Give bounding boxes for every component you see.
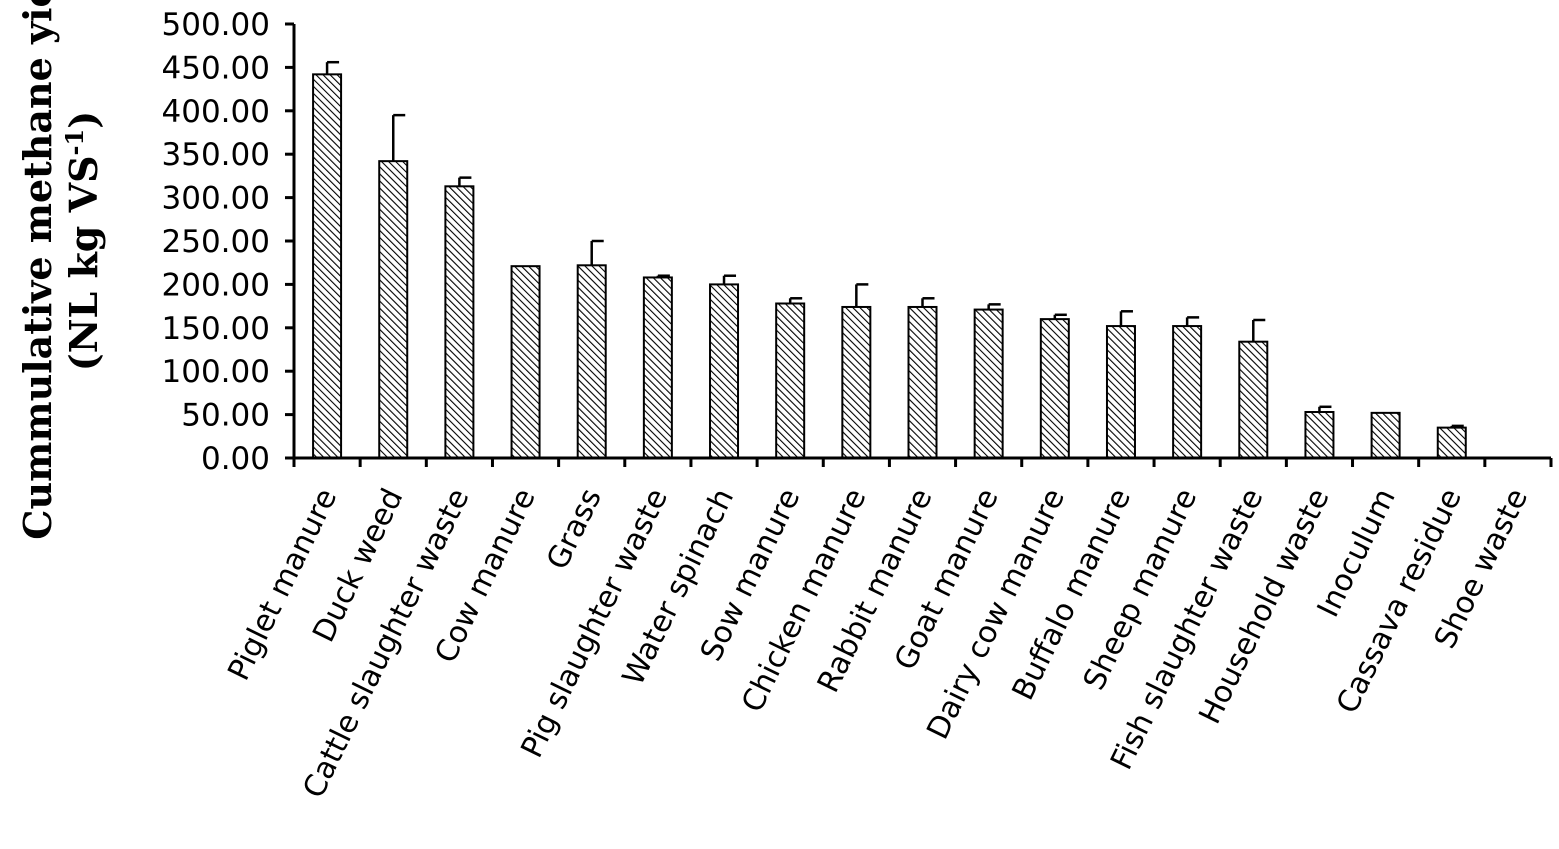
y-axis-ticks: 0.00 50.00 100.00 150.00 200.00 250.00 300.00 3… bbox=[162, 7, 294, 477]
y-tick-label: 50.00 bbox=[181, 398, 270, 434]
y-tick-label: 300.00 bbox=[162, 181, 270, 217]
bar bbox=[907, 305, 938, 459]
bar bbox=[1039, 318, 1070, 459]
bar bbox=[378, 160, 409, 459]
y-tick-label: 450.00 bbox=[162, 50, 270, 86]
y-tick-label: 250.00 bbox=[162, 224, 270, 260]
bar bbox=[312, 73, 343, 460]
bar bbox=[576, 264, 607, 459]
y-tick-label: 100.00 bbox=[162, 354, 270, 390]
y-tick-label: 350.00 bbox=[162, 137, 270, 173]
bar bbox=[1172, 325, 1203, 459]
x-axis-ticks bbox=[292, 458, 1553, 467]
bar bbox=[1238, 340, 1269, 459]
bar bbox=[642, 276, 673, 459]
y-tick-label: 400.00 bbox=[162, 94, 270, 130]
y-axis-title-line1: Cummulative methane yield bbox=[15, 0, 60, 540]
bar bbox=[1304, 410, 1335, 460]
bar bbox=[1436, 426, 1467, 459]
y-axis-unit-base: (NL kg VS bbox=[61, 155, 106, 371]
bar bbox=[1370, 411, 1401, 460]
bar bbox=[841, 305, 872, 459]
bar bbox=[510, 265, 541, 459]
y-axis-title: Cummulative methane yield (NL kg VS-1) bbox=[15, 0, 106, 540]
y-tick-label: 200.00 bbox=[162, 267, 270, 303]
category-label: Piglet manure bbox=[221, 483, 344, 686]
y-tick-label: 150.00 bbox=[162, 311, 270, 347]
y-axis-title-line2: (NL kg VS-1) bbox=[60, 111, 106, 371]
y-axis-unit-end: ) bbox=[61, 111, 106, 129]
bar bbox=[709, 283, 740, 459]
bars bbox=[312, 73, 1467, 460]
axes bbox=[292, 24, 1551, 460]
bar bbox=[444, 185, 475, 459]
bar bbox=[973, 308, 1004, 459]
bar bbox=[1105, 325, 1136, 459]
y-tick-label: 0.00 bbox=[201, 441, 270, 477]
y-axis-unit-superscript: -1 bbox=[60, 129, 89, 156]
y-tick-label: 500.00 bbox=[162, 7, 270, 43]
error-bars bbox=[325, 60, 1464, 428]
bar bbox=[775, 302, 806, 459]
category-label: Grass bbox=[540, 483, 609, 575]
